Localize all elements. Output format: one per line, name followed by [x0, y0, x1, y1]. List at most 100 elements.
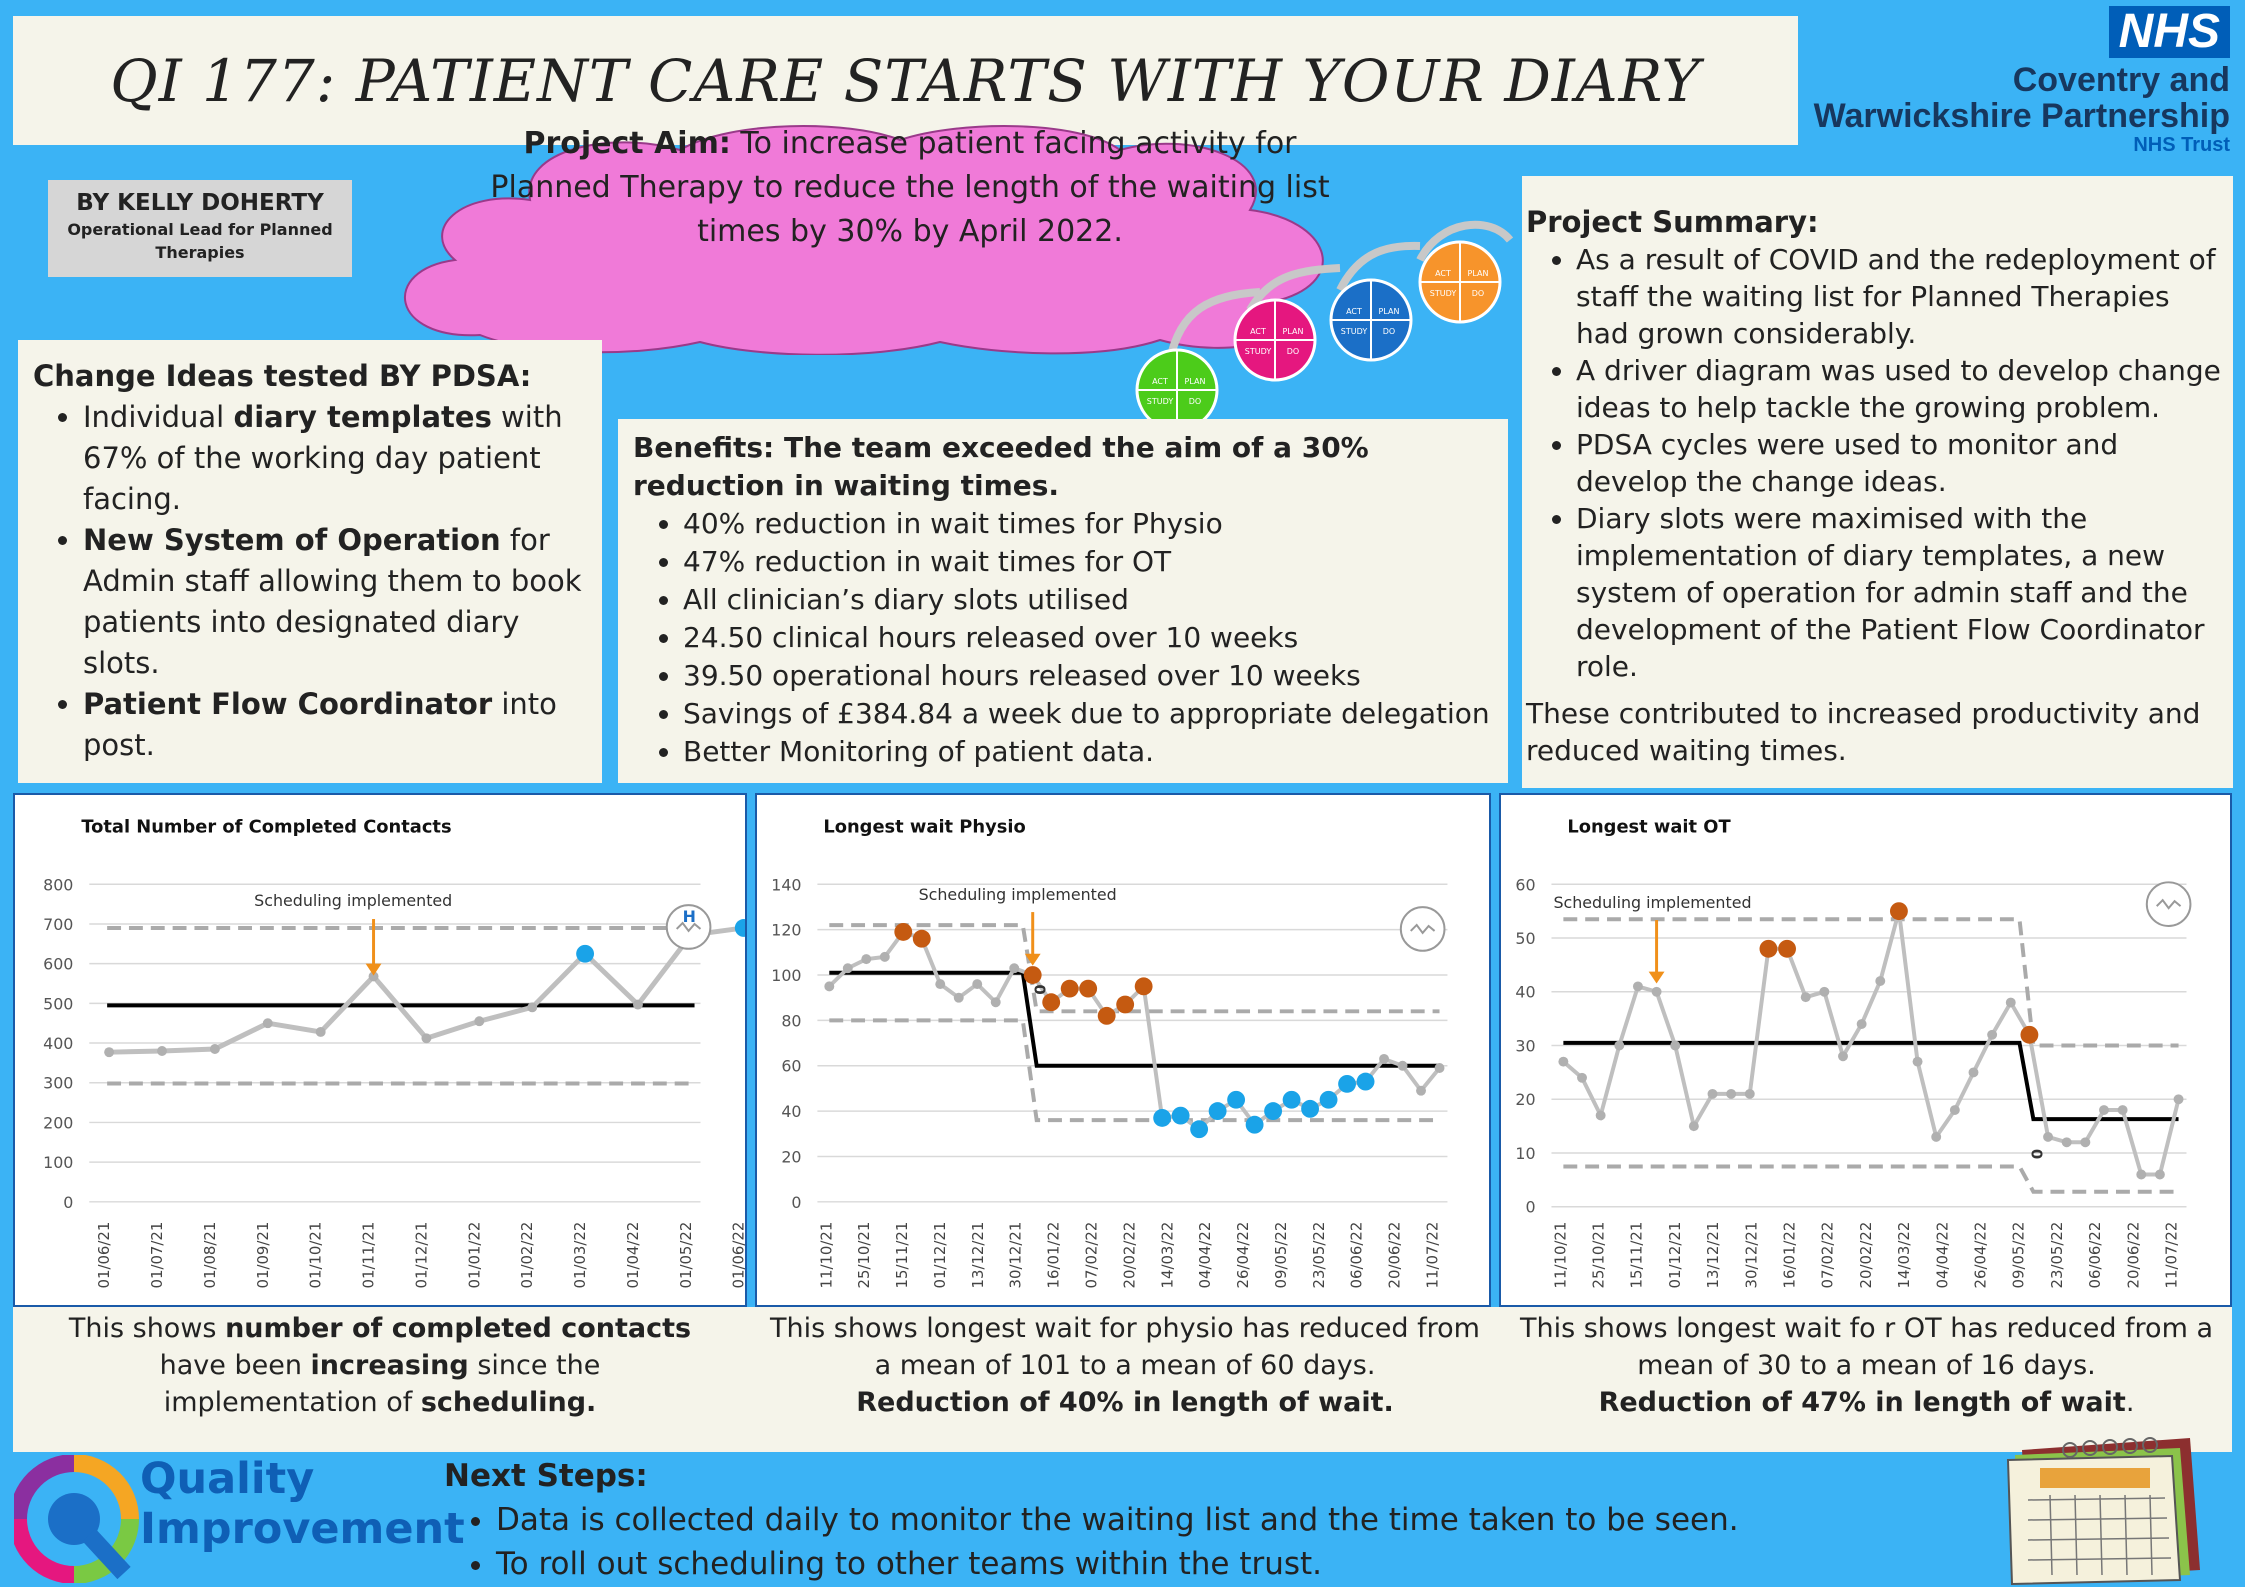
x-tick-label: 06/06/22: [2086, 1222, 2104, 1289]
data-point: [1577, 1072, 1587, 1083]
chart-longest-wait-ot: Longest wait OT 0 10 20 30 40 50 60 Scheduling i…: [1499, 793, 2232, 1307]
aim-cloud-shape: [403, 125, 1324, 355]
data-point: [1912, 1056, 1923, 1067]
chart-svg: Total Number of Completed Contacts 0 100 20…: [43, 817, 745, 1289]
pdsa-label: DO: [1383, 327, 1395, 336]
spc-icon: [1399, 906, 1446, 952]
data-point: [953, 992, 964, 1003]
data-point: [935, 979, 946, 990]
data-point: [157, 1046, 167, 1056]
chart-svg: Longest wait Physio 0 20 40 60 80 100 120 140 Sch…: [771, 817, 1448, 1289]
data-point: [1023, 966, 1042, 984]
y-tick-label: 50: [1515, 929, 1535, 948]
pdsa-label: STUDY: [1341, 327, 1368, 336]
scheduling-arrowhead: [1024, 953, 1041, 966]
next-step-item: To roll out scheduling to other teams wi…: [496, 1542, 1944, 1586]
data-point: [1931, 1131, 1942, 1142]
x-tick-label: 13/12/21: [1704, 1222, 1722, 1289]
caption-strip: [13, 1307, 2232, 1452]
trust-name: Coventry and Warwickshire Partnership: [1813, 61, 2230, 135]
chart-longest-wait-physio: Longest wait Physio 0 20 40 60 80 100 120 140 Sch…: [755, 793, 1491, 1307]
pdsa-label: PLAN: [1379, 307, 1400, 316]
data-point: [1009, 963, 1020, 974]
x-tick-label: 14/03/22: [1158, 1222, 1176, 1289]
data-point: [1707, 1088, 1718, 1099]
y-tick-label: 80: [781, 1011, 801, 1030]
data-point: [315, 1026, 326, 1037]
y-tick-label: 0: [791, 1193, 801, 1212]
shift-marker: 0: [2027, 1149, 2045, 1159]
x-tick-label: 30/12/21: [1007, 1222, 1025, 1289]
ucl-line: [1563, 917, 2179, 1048]
next-steps-heading: Next Steps:: [444, 1458, 648, 1494]
pdsa-label: ACT: [1435, 269, 1451, 278]
x-tick-label: 01/01/22: [465, 1222, 483, 1289]
data-point: [990, 997, 1001, 1008]
chart-title: Total Number of Completed Contacts: [81, 817, 451, 838]
data-point: [1595, 1110, 1606, 1121]
data-point: [1434, 1063, 1445, 1073]
x-tick-label: 11/10/21: [1551, 1222, 1569, 1289]
x-tick-label: 01/07/21: [148, 1222, 166, 1289]
y-tick-label: 20: [781, 1147, 801, 1166]
chart-title: Longest wait OT: [1567, 817, 1731, 838]
data-point: [734, 919, 745, 937]
data-point: [842, 963, 853, 974]
data-point: [824, 981, 835, 992]
spc-icon-line: [2156, 898, 2182, 910]
y-tick-label: 60: [1515, 875, 1535, 894]
x-tick-label: 04/04/22: [1196, 1222, 1214, 1289]
x-tick-label: 11/07/22: [2163, 1222, 2181, 1289]
data-point: [1759, 939, 1778, 958]
pdsa-cycle-graphic: ACT PLAN STUDY DO ACT PLAN STUDY DO ACT …: [1135, 220, 1514, 430]
data-point: [1264, 1102, 1283, 1121]
data-point: [2173, 1094, 2184, 1105]
pdsa-label: DO: [1189, 397, 1201, 406]
data-point: [1778, 939, 1796, 958]
x-tick-label: 20/02/22: [1857, 1222, 1875, 1289]
data-point: [1416, 1085, 1426, 1096]
x-tick-label: 13/12/21: [969, 1222, 987, 1289]
summary-item: Diary slots were maximised with the impl…: [1576, 500, 2227, 685]
pdsa-label: STUDY: [1147, 397, 1174, 406]
project-summary-panel: Project Summary: As a result of COVID an…: [1522, 176, 2233, 788]
data-point: [1875, 976, 1886, 987]
data-point: [1190, 1120, 1209, 1139]
pdsa-label: STUDY: [1245, 347, 1272, 356]
annotation-text: Scheduling implemented: [1553, 893, 1751, 912]
data-point: [1097, 1006, 1116, 1025]
next-steps: Next Steps: Data is collected daily to m…: [444, 1454, 1944, 1586]
data-point: [1397, 1060, 1408, 1071]
y-tick-label: 30: [1515, 1036, 1535, 1055]
benefits-panel: Benefits: The team exceeded the aim of a…: [618, 419, 1508, 783]
pdsa-label: ACT: [1346, 307, 1362, 316]
change-idea-item: New System of Operation for Admin staff …: [83, 520, 592, 684]
shift-marker: 0: [1031, 984, 1049, 994]
x-tick-label: 25/10/21: [1590, 1222, 1608, 1289]
data-point: [1889, 902, 1908, 921]
ucl-line: [829, 923, 1440, 1014]
x-tick-label: 30/12/21: [1742, 1222, 1760, 1289]
y-tick-label: 800: [43, 875, 73, 894]
y-tick-label: 40: [1515, 983, 1535, 1002]
x-tick-label: 15/11/21: [1628, 1222, 1646, 1289]
data-point: [2061, 1137, 2072, 1148]
author-box: BY KELLY DOHERTY Operational Lead for Pl…: [48, 180, 352, 277]
x-tick-label: 26/04/22: [1972, 1222, 1990, 1289]
nhs-logo: NHS Coventry and Warwickshire Partnershi…: [1812, 6, 2242, 166]
data-point: [104, 1047, 115, 1058]
benefit-item: 24.50 clinical hours released over 10 we…: [683, 619, 1498, 657]
caption-contacts: This shows number of completed contacts …: [68, 1313, 692, 1418]
data-point: [861, 954, 872, 965]
project-aim: Project Aim: To increase patient facing …: [470, 122, 1350, 254]
page-title: QI 177: PATIENT CARE STARTS WITH YOUR DI…: [110, 46, 1701, 115]
trust-subtitle: NHS Trust: [2133, 134, 2230, 156]
pdsa-wheel-pink: [1233, 298, 1317, 382]
data-point: [1171, 1106, 1190, 1125]
x-tick-label: 09/05/22: [1272, 1222, 1290, 1289]
data-point: [1153, 1108, 1172, 1127]
x-tick-label: 04/04/22: [1933, 1222, 1951, 1289]
pdsa-wheel-blue: [1329, 278, 1413, 362]
data-point: [576, 944, 595, 963]
chart-completed-contacts: Total Number of Completed Contacts 0 100 20…: [13, 793, 747, 1307]
